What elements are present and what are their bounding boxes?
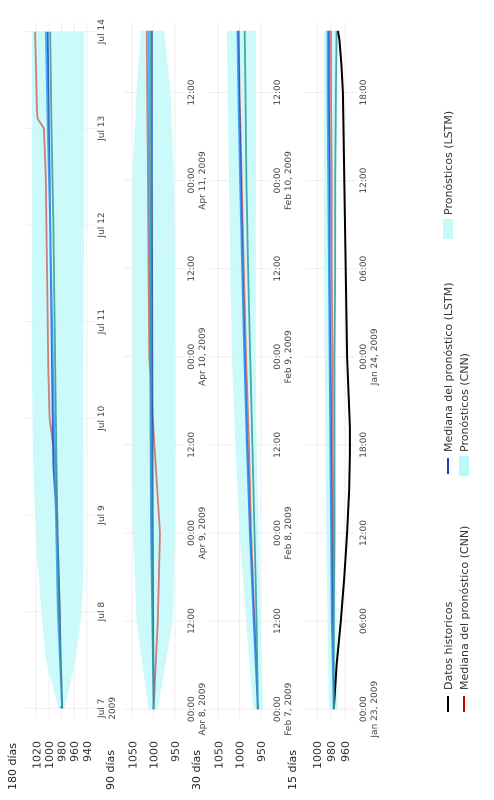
time-tick-label: 00:00Apr 8, 2009	[187, 683, 208, 736]
time-tick-label: 06:00	[359, 608, 369, 634]
value-tick-label: 980	[56, 741, 69, 762]
time-tick-label: 00:00Feb 10, 2009	[273, 151, 294, 210]
panel-label: 180 días	[6, 743, 19, 790]
panel-2: 950 1000 1050 00:00Apr 8, 2009 12:00 00:00Apr…	[104, 22, 208, 790]
time-tick-label: Jul 14	[97, 19, 107, 45]
legend-label: Pronósticos (CNN)	[458, 353, 471, 452]
time-tick-label: 12:00	[359, 167, 369, 193]
time-tick-label: Jul 10	[97, 405, 107, 431]
value-tick-label: 1020	[30, 741, 43, 769]
legend-label: Datos historicos	[442, 601, 455, 690]
value-tick-label: 980	[325, 741, 338, 762]
value-tick-label: 950	[255, 741, 268, 762]
time-tick-label: 00:00Feb 7, 2009	[273, 682, 294, 735]
series-line-4	[332, 30, 338, 710]
time-tick-label: 00:00Feb 9, 2009	[273, 330, 294, 383]
time-tick-label: Jul 8	[97, 602, 107, 623]
value-tick-label: 960	[339, 741, 352, 762]
value-tick-label: 1050	[212, 741, 225, 769]
panel-label: 15 días	[286, 750, 299, 790]
series-line-3	[236, 30, 259, 710]
time-tick-label: Jul 72009	[97, 697, 118, 720]
value-tick-label: 1000	[234, 741, 247, 769]
time-tick-label: 12:00	[273, 432, 283, 458]
panel-label: 90 días	[104, 750, 117, 790]
legend-label: Mediana del pronóstico (LSTM)	[442, 282, 455, 452]
legend-label: Mediana del pronóstico (CNN)	[458, 526, 471, 690]
time-tick-label: 12:00	[187, 79, 197, 105]
time-tick-label: Jul 13	[97, 116, 107, 142]
legend: Datos historicos Mediana del pronóstico (…	[442, 111, 471, 712]
forecast-band	[31, 31, 85, 709]
value-tick-label: 960	[68, 741, 81, 762]
value-tick-label: 1000	[148, 741, 161, 769]
time-tick-label: 18:00	[359, 432, 369, 458]
series-line-4	[150, 30, 155, 710]
legend-swatch	[459, 456, 469, 476]
time-tick-label: 12:00	[273, 255, 283, 281]
time-tick-label: 00:00Jan 24, 2009	[359, 328, 380, 386]
legend-swatch	[443, 219, 453, 239]
value-tick-label: 1000	[311, 741, 324, 769]
series-line-3	[44, 31, 64, 709]
time-tick-label: 00:00Feb 8, 2009	[273, 506, 294, 559]
time-tick-label: 18:00	[359, 79, 369, 105]
time-tick-label: 00:00Jan 23, 2009	[359, 681, 380, 739]
series-line-4	[49, 31, 64, 709]
time-tick-label: 12:00	[273, 608, 283, 634]
time-tick-label: 00:00Apr 9, 2009	[187, 506, 208, 559]
series-line-4	[243, 30, 259, 710]
time-tick-label: Jul 12	[97, 212, 107, 238]
time-tick-label: 12:00	[359, 520, 369, 546]
series-line-3	[326, 30, 335, 710]
time-tick-label: 12:00	[187, 432, 197, 458]
legend-label: Pronósticos (LSTM)	[442, 111, 455, 215]
time-tick-label: Jul 11	[97, 309, 107, 335]
time-tick-label: 00:00Apr 10, 2009	[187, 327, 208, 386]
time-tick-label: 12:00	[187, 608, 197, 634]
series-line-0	[332, 30, 351, 710]
time-tick-label: 12:00	[273, 79, 283, 105]
time-tick-label: Jul 9	[97, 505, 107, 526]
time-tick-label: 06:00	[359, 255, 369, 281]
value-tick-label: 940	[81, 741, 94, 762]
time-tick-label: 12:00	[187, 255, 197, 281]
panel-label: 30 días	[190, 750, 203, 790]
forecast-band	[132, 30, 176, 710]
value-tick-label: 1050	[126, 741, 139, 769]
value-tick-label: 1000	[43, 741, 56, 769]
value-tick-label: 950	[169, 741, 182, 762]
panel-3: 950 1000 1050 00:00Feb 7, 2009 12:00 00:00Feb…	[190, 22, 294, 790]
series-line-1	[330, 30, 335, 710]
time-tick-label: 00:00Apr 11, 2009	[187, 151, 208, 210]
